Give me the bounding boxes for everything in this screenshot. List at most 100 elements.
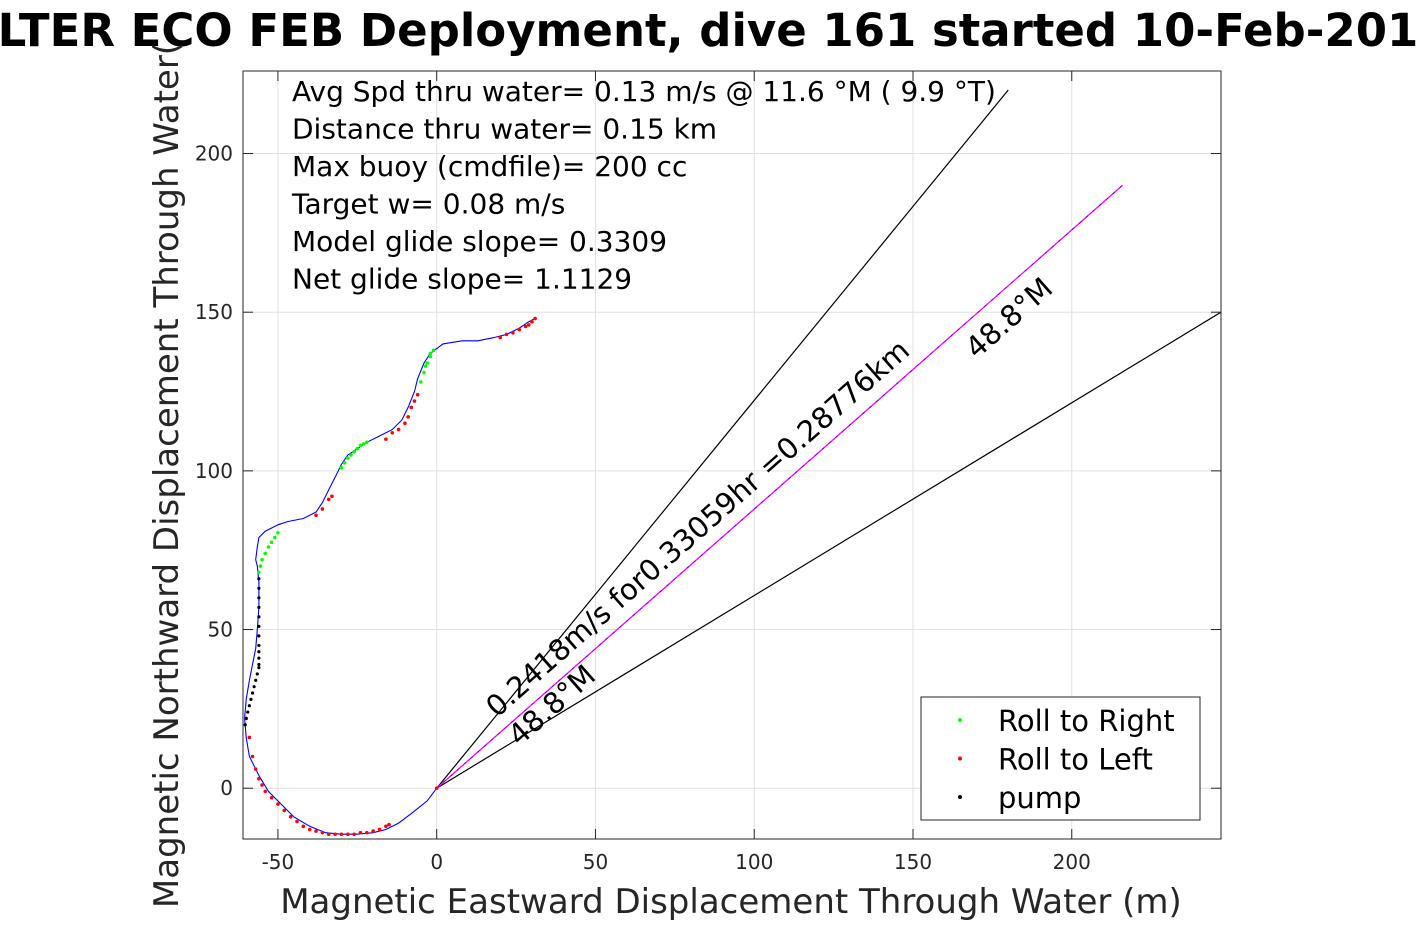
roll-left-marker: [339, 832, 344, 837]
roll-left-marker: [365, 830, 369, 835]
pump-marker: [257, 634, 261, 638]
roll-left-marker: [434, 786, 439, 791]
pump-marker: [255, 672, 259, 676]
stats-line: Distance thru water= 0.15 km: [292, 113, 717, 146]
y-tick-label: 100: [195, 459, 233, 483]
legend-box: [920, 696, 1201, 821]
pump-marker: [244, 716, 248, 721]
track-line: [244, 318, 536, 835]
roll-left-marker: [288, 814, 293, 819]
pump-marker: [250, 691, 255, 695]
roll-right-marker: [422, 370, 426, 375]
x-tick-label: 50: [583, 850, 608, 874]
roll-left-marker: [498, 335, 503, 340]
pump-marker: [257, 643, 261, 648]
roll-left-marker: [250, 754, 255, 759]
pump-marker: [247, 704, 251, 708]
roll-right-marker: [361, 442, 366, 446]
roll-right-marker: [257, 570, 261, 575]
pump-marker: [257, 577, 261, 581]
roll-left-marker: [330, 494, 334, 499]
roll-right-marker: [339, 465, 344, 470]
roll-left-marker: [511, 331, 515, 335]
roll-left-marker: [377, 827, 382, 832]
y-tick-label: 50: [208, 618, 233, 642]
pump-marker: [246, 710, 250, 714]
pump-marker: [257, 624, 261, 628]
roll-right-marker: [365, 440, 369, 445]
legend: Roll to Right Roll to Left pump: [920, 696, 1201, 821]
net-vector: [436, 184, 1123, 789]
roll-right-marker: [355, 446, 360, 451]
roll-left-marker: [333, 832, 337, 837]
roll-left-marker: [387, 822, 391, 827]
stats-line: Avg Spd thru water= 0.13 m/s @ 11.6 °M (…: [292, 75, 996, 108]
roll-left-marker: [530, 319, 534, 324]
roll-right-marker: [276, 530, 280, 535]
axis-ticks: -50 0 50 100 150 200 0 50 100 150 200: [195, 71, 1221, 874]
roll-left-marker: [504, 332, 509, 337]
roll-right-marker: [266, 545, 271, 549]
roll-left-marker: [326, 497, 331, 502]
roll-left-marker: [523, 324, 528, 329]
stats-line: Model glide slope= 0.3309: [292, 225, 667, 258]
roll-left-marker: [415, 392, 420, 397]
pump-marker: [257, 666, 261, 670]
legend-label: Roll to Left: [998, 743, 1153, 777]
roll-right-marker: [349, 453, 353, 457]
roll-left-marker: [253, 767, 258, 771]
roll-left-marker: [257, 776, 261, 781]
wedge-line: [436, 89, 1009, 789]
pump-marker: [257, 596, 261, 600]
roll-left-marker: [384, 437, 388, 441]
y-tick-label: 200: [195, 142, 233, 166]
roll-right-marker: [260, 557, 264, 562]
wedge-line: [436, 311, 1221, 789]
roll-right-marker: [358, 443, 363, 448]
roll-right-marker: [419, 380, 423, 384]
roll-left-marker: [314, 513, 318, 518]
roll-left-marker: [320, 507, 325, 511]
roll-left-marker: [409, 405, 414, 410]
roll-right-marker: [352, 450, 356, 454]
pump-marker: [249, 697, 253, 701]
marker-layer: [243, 316, 537, 837]
x-tick-label: 150: [894, 850, 932, 874]
stats-line: Max buoy (cmdfile)= 200 cc: [292, 150, 687, 183]
roll-left-marker: [412, 399, 417, 403]
pump-marker: [257, 586, 261, 590]
y-tick-label: 150: [195, 300, 233, 324]
roll-left-marker: [263, 789, 268, 794]
pump-marker: [257, 662, 261, 667]
roll-left-marker: [307, 827, 312, 832]
roll-left-marker: [396, 427, 401, 432]
roll-left-marker: [384, 824, 388, 829]
roll-right-marker: [263, 551, 268, 556]
legend-marker: [958, 756, 962, 761]
roll-left-marker: [320, 830, 325, 835]
roll-right-marker: [425, 361, 429, 365]
roll-left-marker: [295, 819, 299, 824]
roll-right-marker: [345, 456, 350, 460]
pump-marker: [252, 685, 256, 689]
roll-left-marker: [269, 795, 274, 800]
roll-left-marker: [403, 421, 407, 426]
y-axis-label: Magnetic Northward Displacement Through …: [147, 42, 187, 908]
y-tick-label: 0: [220, 776, 233, 800]
roll-left-marker: [345, 832, 350, 837]
stats-block: Avg Spd thru water= 0.13 m/s @ 11.6 °M (…: [291, 75, 996, 296]
track-polyline: [244, 318, 536, 835]
roll-left-marker: [260, 783, 264, 787]
x-tick-label: -50: [262, 850, 295, 874]
x-tick-label: 0: [430, 850, 443, 874]
roll-right-marker: [258, 564, 263, 568]
pump-marker: [257, 650, 261, 654]
roll-left-marker: [533, 316, 537, 321]
roll-right-marker: [423, 364, 428, 368]
legend-label: pump: [998, 781, 1081, 815]
plot-frame: [242, 70, 1222, 840]
legend-marker: [958, 718, 962, 722]
roll-left-marker: [406, 415, 410, 419]
stats-line: Target w= 0.08 m/s: [291, 188, 565, 221]
